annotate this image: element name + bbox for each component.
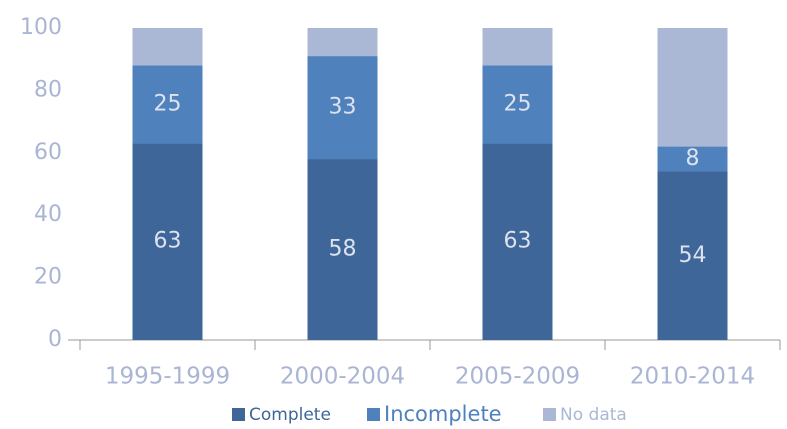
- bar-segment: [132, 65, 203, 144]
- bar-segment: [657, 171, 728, 340]
- data-label: 63: [504, 229, 532, 254]
- legend-label: Incomplete: [384, 402, 502, 426]
- y-tick-label: 20: [34, 265, 62, 290]
- x-tick-label: 1995-1999: [105, 364, 230, 390]
- bar-segment: [482, 65, 553, 144]
- bar-segment: [482, 28, 553, 66]
- legend-swatch: [232, 408, 245, 421]
- y-tick-label: 100: [20, 15, 62, 40]
- bar-segment: [657, 146, 728, 172]
- data-label: 33: [329, 95, 357, 120]
- bar-segment: [482, 143, 553, 340]
- data-label: 54: [679, 243, 707, 268]
- y-tick-label: 80: [34, 77, 62, 102]
- bar-segment: [307, 56, 378, 160]
- data-label: 63: [154, 229, 182, 254]
- x-tick-label: 2005-2009: [455, 364, 580, 390]
- legend-label: No data: [560, 405, 627, 425]
- data-label: 25: [504, 91, 532, 116]
- legend-swatch: [543, 408, 556, 421]
- x-tick-label: 2010-2014: [630, 364, 755, 390]
- y-tick-label: 40: [34, 202, 62, 227]
- y-tick-label: 60: [34, 140, 62, 165]
- legend-swatch: [367, 408, 380, 421]
- data-label: 8: [686, 146, 700, 171]
- y-tick-label: 0: [48, 327, 62, 352]
- data-label: 58: [329, 237, 357, 262]
- data-label: 25: [154, 91, 182, 116]
- bar-segment: [307, 159, 378, 340]
- x-tick-label: 2000-2004: [280, 364, 405, 390]
- bar-segment: [132, 28, 203, 66]
- legend-label: Complete: [249, 405, 331, 425]
- bar-segment: [132, 143, 203, 340]
- bar-segment: [307, 28, 378, 57]
- bar-segment: [657, 28, 728, 147]
